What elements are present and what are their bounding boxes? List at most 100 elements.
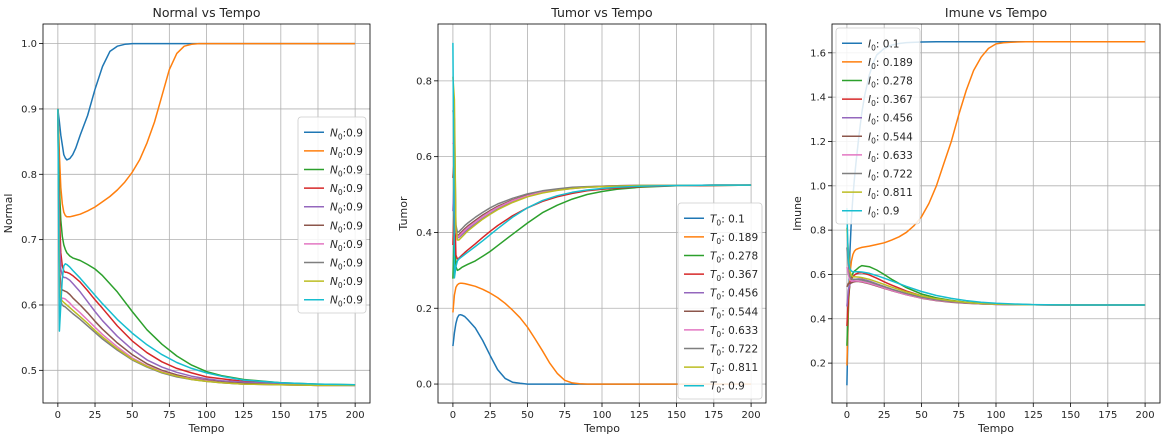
x-axis-label: Tempo [977, 422, 1014, 435]
legend-box [677, 202, 763, 400]
legend-entry: I0: 0.633 [868, 150, 913, 164]
legend-entry: T0: 0.367 [710, 269, 758, 283]
series-line-1 [57, 42, 356, 161]
legend-entry: N0:0.9 [330, 165, 363, 179]
legend-entry: N0:0.9 [330, 202, 363, 216]
y-tick-label: 0.8 [416, 76, 432, 87]
x-tick-label: 0 [844, 410, 850, 421]
y-tick-label: 0.2 [810, 359, 826, 370]
x-tick-label: 125 [630, 410, 649, 421]
legend-entry: I0: 0.811 [868, 187, 913, 201]
y-tick-label: 0.6 [416, 152, 432, 163]
y-tick-label: 0.0 [416, 380, 432, 391]
legend-box [297, 116, 367, 314]
x-tick-label: 150 [667, 410, 686, 421]
x-tick-label: 125 [234, 410, 253, 421]
legend-entry: N0:0.9 [330, 220, 363, 234]
x-tick-label: 50 [126, 410, 139, 421]
chart-title: Imune vs Tempo [945, 5, 1047, 20]
x-tick-label: 100 [592, 410, 611, 421]
legend-entry: I0: 0.189 [868, 57, 913, 71]
x-tick-label: 25 [878, 410, 891, 421]
legend-entry: T0: 0.811 [710, 362, 758, 376]
y-tick-label: 0.4 [416, 228, 432, 239]
series-line-10 [846, 207, 1146, 306]
legend-entry: I0: 0.722 [868, 169, 913, 183]
legend: N0:0.9 N0:0.9 N0:0.9 N0:0.9 N0:0.9 N0:0.9 N0:0… [297, 116, 367, 314]
legend-entry: N0:0.9 [330, 258, 363, 272]
chart-title: Normal vs Tempo [152, 5, 260, 20]
series-line-9 [57, 108, 356, 387]
series-group [452, 42, 752, 385]
y-tick-label: 0.6 [21, 300, 37, 311]
y-axis-label: Imune [791, 196, 804, 231]
x-tick-label: 200 [346, 410, 365, 421]
legend-entry: I0: 0.9 [868, 206, 899, 220]
chart-1: 0 25 50 75 100 125 150 175 200 0.5 0.6 0.7 0.8 0.9 1.0… [2, 5, 371, 435]
x-tick-label: 25 [484, 410, 497, 421]
legend-entry: N0:0.9 [330, 146, 363, 160]
x-tick-label: 25 [89, 410, 102, 421]
legend-entry: T0: 0.9 [710, 381, 745, 395]
chart-3: 0 25 50 75 100 125 150 175 200 0.2 0.4 0.6 0.8 1.0 1.2… [791, 5, 1161, 435]
y-tick-label: 0.8 [21, 170, 37, 181]
y-tick-label: 0.6 [810, 270, 826, 281]
legend-entry: T0: 0.722 [710, 344, 758, 358]
x-tick-label: 75 [558, 410, 571, 421]
legend-entry: T0: 0.278 [710, 251, 758, 265]
series-line-3 [452, 184, 752, 279]
x-tick-label: 100 [197, 410, 216, 421]
legend-entry: T0: 0.544 [710, 306, 758, 320]
x-tick-label: 150 [271, 410, 290, 421]
x-tick-label: 50 [915, 410, 928, 421]
series-line-2 [846, 40, 1146, 366]
x-tick-label: 200 [742, 410, 761, 421]
legend-box [835, 27, 921, 225]
legend: T0: 0.1 T0: 0.189 T0: 0.278 T0: 0.367 T0: 0.… [677, 202, 763, 400]
legend-entry: N0:0.9 [330, 239, 363, 253]
legend-entry: N0:0.9 [330, 276, 363, 290]
y-axis-label: Normal [2, 194, 15, 234]
x-tick-label: 100 [986, 410, 1005, 421]
legend-entry: T0: 0.633 [710, 325, 758, 339]
x-tick-label: 175 [1098, 410, 1117, 421]
series-line-1 [452, 313, 752, 385]
y-tick-label: 0.7 [21, 235, 37, 246]
x-tick-label: 75 [163, 410, 176, 421]
legend-entry: I0: 0.1 [868, 38, 899, 52]
series-line-9 [452, 76, 752, 241]
series-line-2 [452, 282, 752, 385]
legend-entry: T0: 0.189 [710, 232, 758, 246]
legend-entry: T0: 0.456 [710, 288, 758, 302]
x-tick-label: 175 [308, 410, 327, 421]
legend-entry: I0: 0.367 [868, 94, 913, 108]
y-tick-label: 1.4 [810, 93, 826, 104]
y-tick-label: 0.5 [21, 366, 37, 377]
y-axis-label: Tumor [397, 196, 410, 231]
series-line-10 [57, 108, 356, 386]
legend-entry: N0:0.9 [330, 295, 363, 309]
y-tick-label: 1.0 [21, 39, 37, 50]
legend: I0: 0.1 I0: 0.189 I0: 0.278 I0: 0.367 I0: 0.… [835, 27, 921, 225]
x-tick-label: 0 [450, 410, 456, 421]
y-tick-label: 0.4 [810, 314, 826, 325]
x-tick-label: 50 [521, 410, 534, 421]
x-axis-label: Tempo [187, 422, 224, 435]
x-tick-label: 0 [55, 410, 61, 421]
y-tick-label: 1.2 [810, 137, 826, 148]
series-group [57, 42, 356, 387]
chart-2: 0 25 50 75 100 125 150 175 200 0.0 0.2 0.4 0.6 0.8 Tum… [397, 5, 767, 435]
legend-entry: I0: 0.544 [868, 131, 913, 145]
chart-title: Tumor vs Tempo [550, 5, 652, 20]
x-tick-label: 150 [1061, 410, 1080, 421]
y-tick-label: 0.9 [21, 104, 37, 115]
x-tick-label: 125 [1024, 410, 1043, 421]
legend-entry: I0: 0.456 [868, 113, 913, 127]
y-tick-label: 1.0 [810, 181, 826, 192]
series-line-5 [57, 108, 356, 387]
y-tick-label: 0.8 [810, 226, 826, 237]
x-axis-label: Tempo [583, 422, 620, 435]
x-tick-label: 75 [952, 410, 965, 421]
legend-entry: N0:0.9 [330, 183, 363, 197]
